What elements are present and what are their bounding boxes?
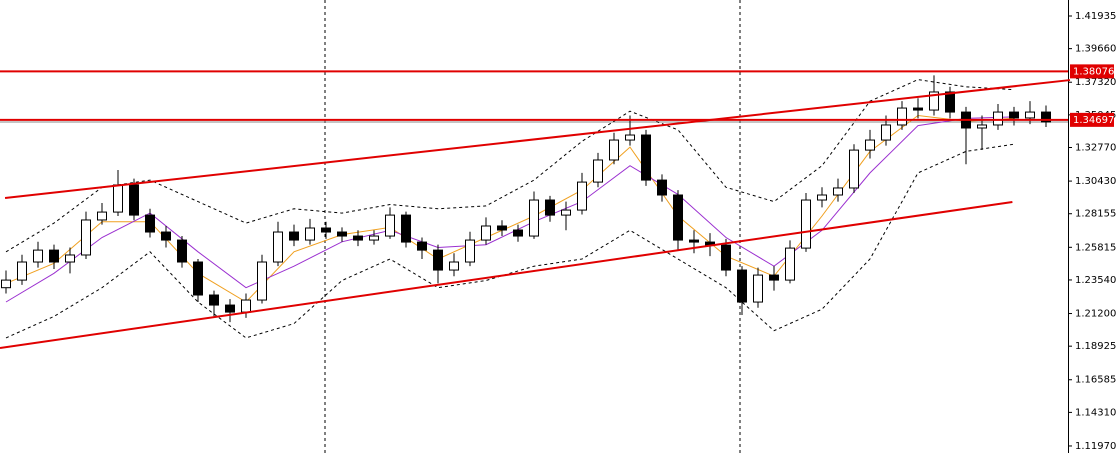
candle-body xyxy=(945,91,955,113)
candle-body xyxy=(145,214,155,233)
y-tick-label: 1.21200 xyxy=(1075,309,1116,320)
candle-body xyxy=(241,299,251,313)
candle-body xyxy=(513,229,523,237)
candle-body xyxy=(625,134,635,141)
candle-body xyxy=(913,107,923,111)
candle-body xyxy=(273,231,283,263)
candle-body xyxy=(49,249,59,263)
candle-body xyxy=(849,149,859,189)
candle-body xyxy=(353,235,363,241)
candle-body xyxy=(817,194,827,201)
candle-body xyxy=(369,235,379,241)
candle-body xyxy=(1,279,11,289)
candle-body xyxy=(801,199,811,249)
candle-body xyxy=(897,107,907,126)
moving-average xyxy=(5,116,1015,303)
y-tick-label: 1.16585 xyxy=(1075,375,1116,386)
y-tick-label: 1.28155 xyxy=(1075,209,1116,220)
y-tick-label: 1.32770 xyxy=(1075,143,1116,154)
candle-body xyxy=(1041,111,1051,123)
candle-body xyxy=(129,184,139,216)
candle-body xyxy=(1009,111,1019,119)
trend-line xyxy=(0,201,1013,349)
candle-body xyxy=(193,261,203,296)
moving-average xyxy=(5,114,1015,303)
candle-body xyxy=(225,304,235,313)
candle-body xyxy=(417,241,427,251)
candle-body xyxy=(321,227,331,233)
candle-body xyxy=(673,194,683,241)
y-tick-label: 1.14310 xyxy=(1075,407,1116,418)
candle-body xyxy=(449,261,459,271)
level-label-box xyxy=(1070,112,1114,127)
candle-body xyxy=(497,225,507,231)
candle-body xyxy=(769,274,779,281)
candle-body xyxy=(737,269,747,303)
candle-body xyxy=(785,247,795,281)
trend-line xyxy=(4,79,1071,200)
candle-body xyxy=(257,261,267,301)
level-label: 1.38076 xyxy=(1073,66,1114,77)
y-tick-label: 1.30430 xyxy=(1075,176,1116,187)
bollinger-band xyxy=(5,79,1015,253)
level-label-box xyxy=(1070,64,1114,79)
candle-body xyxy=(401,214,411,243)
candle-body xyxy=(545,199,555,216)
candle-body xyxy=(833,187,843,196)
candle-body xyxy=(305,227,315,241)
candle-body xyxy=(385,214,395,237)
y-tick-label: 1.37320 xyxy=(1075,77,1116,88)
candle-body xyxy=(993,111,1003,126)
y-tick-label: 1.25815 xyxy=(1075,242,1116,253)
candle-body xyxy=(81,219,91,256)
candle-body xyxy=(977,124,987,129)
y-tick-label: 1.39660 xyxy=(1075,44,1116,55)
candle-body xyxy=(465,239,475,263)
bollinger-band xyxy=(5,143,1015,339)
candle-body xyxy=(433,249,443,271)
candle-body xyxy=(65,254,75,263)
candle-body xyxy=(689,239,699,243)
candle-body xyxy=(753,274,763,303)
candle-body xyxy=(177,239,187,263)
candle-body xyxy=(865,139,875,151)
candle-body xyxy=(561,209,571,216)
y-tick-label: 1.11970 xyxy=(1075,441,1116,452)
level-label: 1.34697 xyxy=(1073,115,1114,126)
candle-body xyxy=(209,294,219,306)
candle-body xyxy=(641,134,651,181)
candle-body xyxy=(593,159,603,183)
y-tick-label: 1.41935 xyxy=(1075,11,1116,22)
candle-body xyxy=(97,211,107,221)
candle-body xyxy=(289,231,299,241)
candle-body xyxy=(609,139,619,161)
candle-body xyxy=(481,225,491,241)
candle-body xyxy=(17,261,27,281)
y-tick-label: 1.18925 xyxy=(1075,341,1116,352)
candle-body xyxy=(529,199,539,237)
candle-body xyxy=(1025,111,1035,119)
candle-body xyxy=(33,249,43,263)
y-tick-label: 1.23540 xyxy=(1075,275,1116,286)
candle-body xyxy=(881,124,891,141)
candle-body xyxy=(929,91,939,111)
candle-body xyxy=(657,179,667,196)
candle-body xyxy=(577,181,587,211)
candle-body xyxy=(337,231,347,237)
candle-body xyxy=(721,244,731,271)
candle-body xyxy=(113,184,123,213)
candle-body xyxy=(161,231,171,241)
